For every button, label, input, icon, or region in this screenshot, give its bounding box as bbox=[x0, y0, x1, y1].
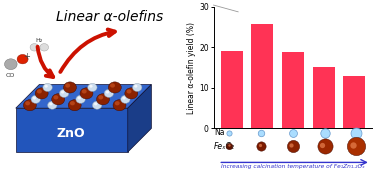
Circle shape bbox=[48, 101, 57, 109]
Circle shape bbox=[76, 95, 85, 103]
Circle shape bbox=[65, 83, 70, 88]
Point bbox=[257, 144, 263, 146]
Polygon shape bbox=[16, 84, 151, 108]
Circle shape bbox=[30, 44, 39, 51]
Circle shape bbox=[88, 83, 97, 92]
Circle shape bbox=[96, 94, 110, 105]
Circle shape bbox=[23, 100, 36, 111]
Circle shape bbox=[115, 101, 120, 105]
Circle shape bbox=[121, 95, 130, 103]
Circle shape bbox=[61, 91, 64, 94]
Circle shape bbox=[127, 89, 132, 93]
Bar bbox=[313, 67, 335, 128]
Circle shape bbox=[132, 83, 142, 92]
Circle shape bbox=[77, 97, 81, 100]
Circle shape bbox=[49, 103, 53, 105]
Text: H₂: H₂ bbox=[36, 38, 43, 43]
Circle shape bbox=[125, 88, 138, 99]
Circle shape bbox=[106, 91, 109, 94]
Point bbox=[353, 132, 359, 134]
Text: FeₓC₂: FeₓC₂ bbox=[214, 142, 235, 151]
FancyArrowPatch shape bbox=[37, 47, 53, 77]
Circle shape bbox=[92, 101, 102, 109]
Circle shape bbox=[52, 94, 65, 105]
Y-axis label: Linear α-olefin yield (%): Linear α-olefin yield (%) bbox=[187, 22, 196, 114]
Circle shape bbox=[31, 95, 40, 103]
Point bbox=[322, 145, 328, 148]
Circle shape bbox=[45, 85, 48, 88]
Circle shape bbox=[108, 82, 121, 93]
Circle shape bbox=[94, 103, 98, 105]
Point bbox=[226, 145, 232, 148]
Circle shape bbox=[134, 85, 138, 88]
Text: Na: Na bbox=[214, 128, 225, 137]
Circle shape bbox=[68, 100, 81, 111]
Point bbox=[258, 145, 264, 148]
Text: ZnO: ZnO bbox=[56, 127, 85, 140]
Circle shape bbox=[43, 83, 52, 92]
Point bbox=[322, 132, 328, 134]
Point bbox=[288, 144, 294, 146]
Circle shape bbox=[80, 88, 93, 99]
Circle shape bbox=[53, 95, 58, 99]
Polygon shape bbox=[128, 84, 151, 152]
Point bbox=[290, 145, 296, 148]
Circle shape bbox=[98, 95, 103, 99]
Circle shape bbox=[82, 89, 87, 93]
Circle shape bbox=[40, 44, 48, 51]
Point bbox=[353, 145, 359, 148]
Bar bbox=[343, 76, 365, 128]
Point bbox=[226, 144, 232, 146]
Circle shape bbox=[70, 101, 75, 105]
Text: +: + bbox=[23, 52, 30, 61]
Circle shape bbox=[110, 83, 115, 88]
Point bbox=[350, 144, 356, 146]
Text: Linear α-olefins: Linear α-olefins bbox=[56, 10, 164, 24]
Bar bbox=[282, 52, 304, 128]
Circle shape bbox=[64, 82, 76, 93]
Circle shape bbox=[113, 100, 126, 111]
Circle shape bbox=[33, 97, 36, 100]
Circle shape bbox=[17, 54, 28, 64]
Circle shape bbox=[35, 88, 48, 99]
FancyArrowPatch shape bbox=[60, 29, 115, 72]
Text: CO: CO bbox=[6, 73, 15, 78]
Circle shape bbox=[25, 101, 30, 105]
Circle shape bbox=[59, 89, 69, 97]
Point bbox=[226, 132, 232, 134]
Circle shape bbox=[37, 89, 42, 93]
Circle shape bbox=[104, 89, 114, 97]
Circle shape bbox=[5, 59, 17, 70]
Bar bbox=[251, 24, 273, 128]
Point bbox=[290, 132, 296, 134]
Point bbox=[258, 132, 264, 134]
Bar bbox=[221, 51, 243, 128]
Circle shape bbox=[89, 85, 93, 88]
Point bbox=[319, 144, 325, 146]
Text: Increasing calcination temperature of Fe₁Zn₁.₂Oₓ: Increasing calcination temperature of Fe… bbox=[221, 164, 365, 169]
Circle shape bbox=[122, 97, 125, 100]
Polygon shape bbox=[16, 108, 128, 152]
